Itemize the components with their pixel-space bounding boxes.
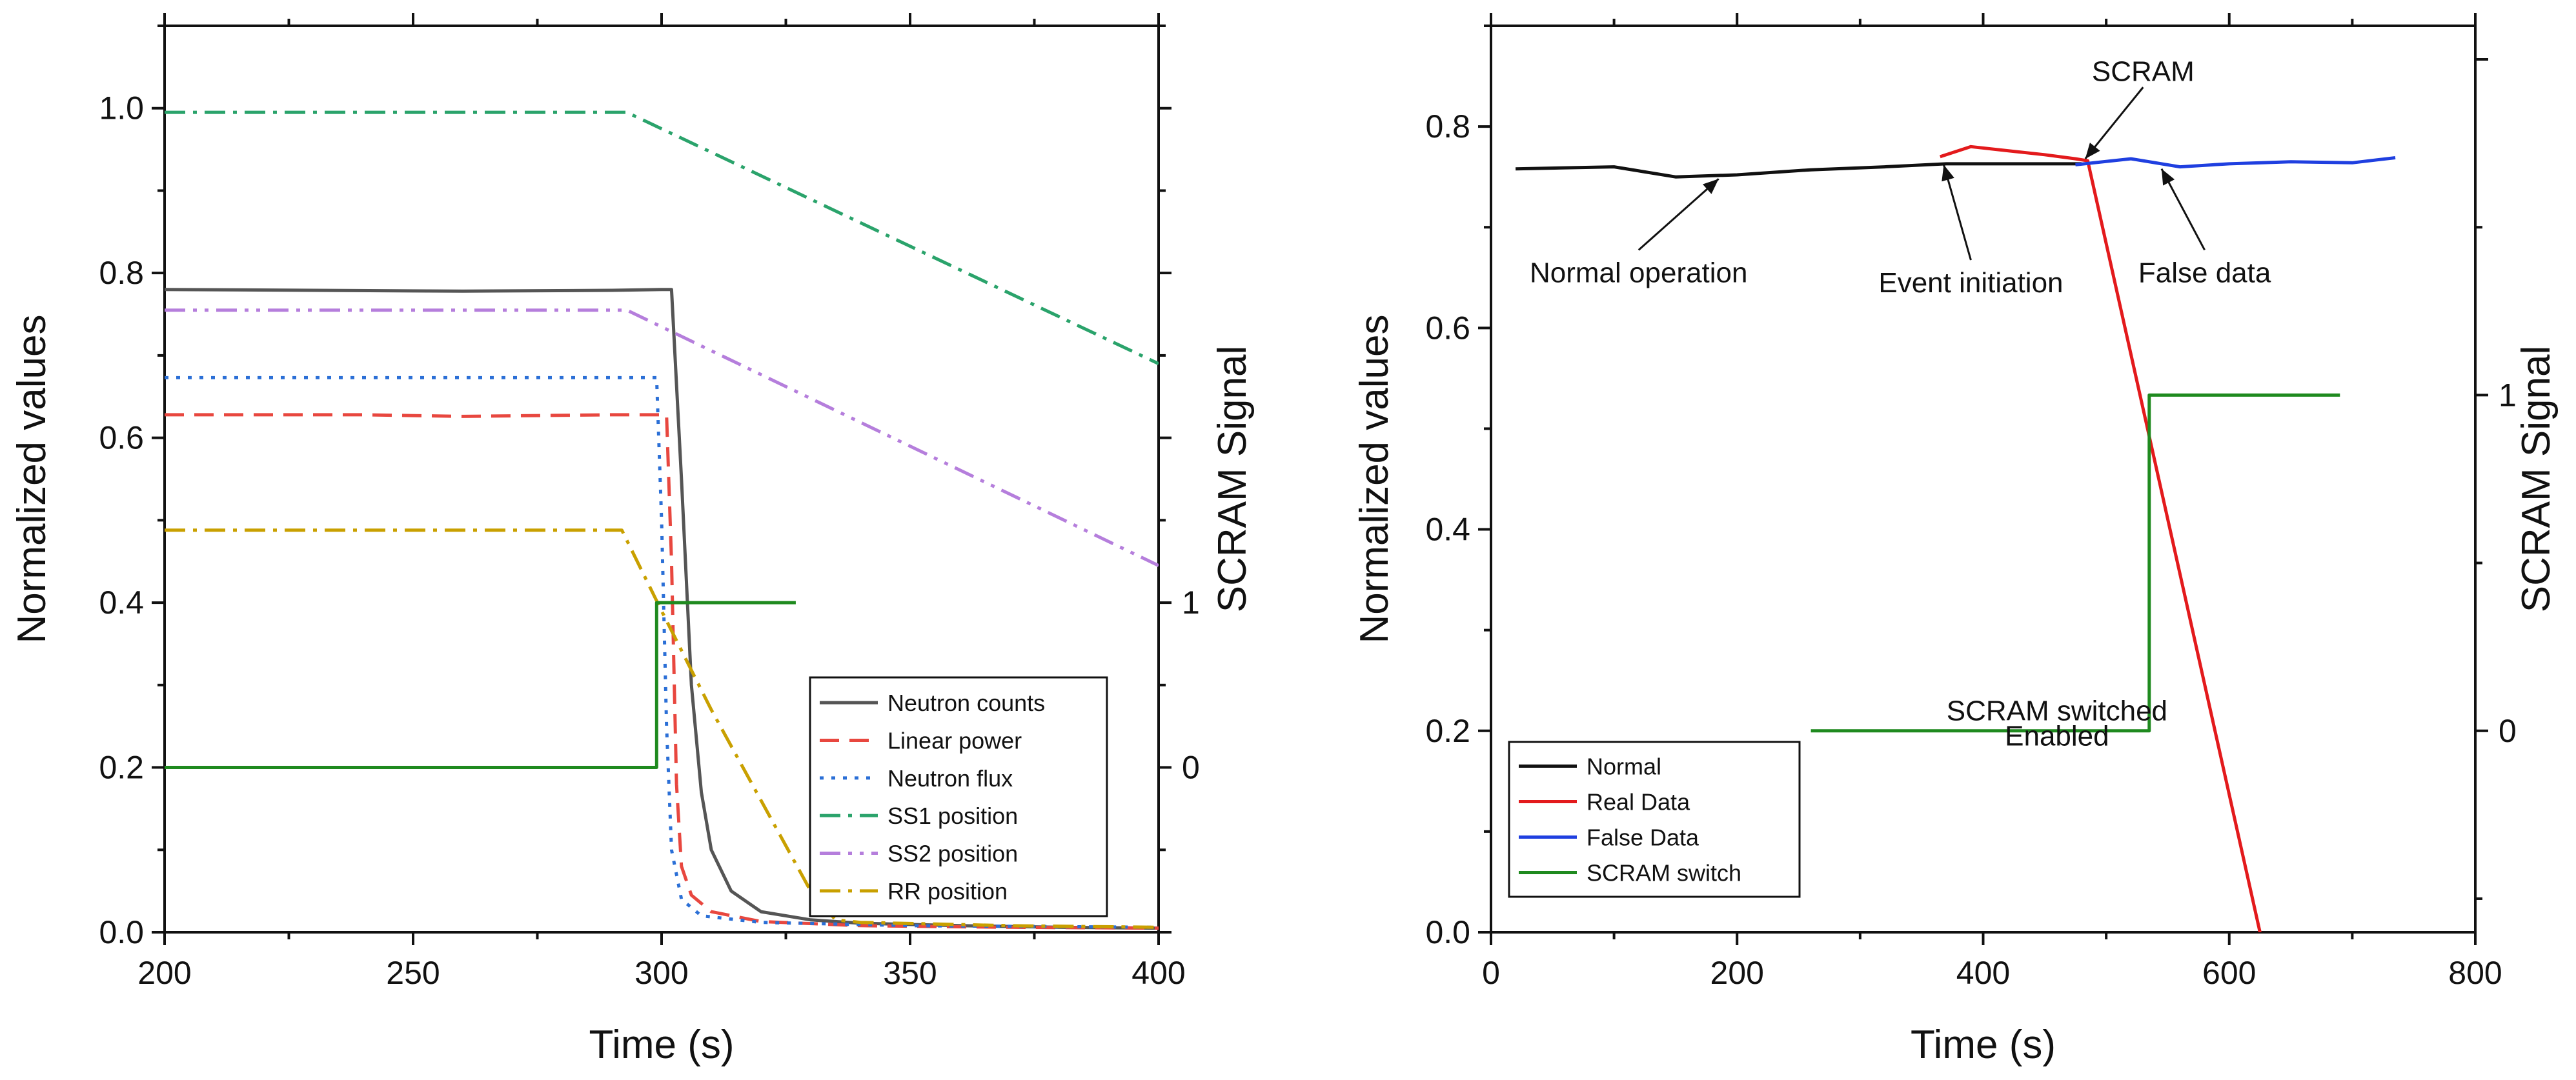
legend-label: RR position	[887, 878, 1008, 905]
legend-label: Linear power	[887, 728, 1022, 754]
legend-label: Neutron counts	[887, 690, 1045, 716]
y-tick-label: 0.2	[99, 750, 144, 786]
x-tick-label: 200	[137, 955, 191, 991]
annotation-text: SCRAM switched	[1947, 695, 2167, 727]
y2-axis-label: SCRAM Signal	[1210, 346, 1255, 612]
y2-tick-label: 0	[1182, 750, 1200, 786]
y2-tick-label: 1	[1182, 585, 1200, 621]
x-tick-label: 350	[883, 955, 937, 991]
legend-label: SCRAM switch	[1587, 860, 1741, 886]
series-line-scram-signal	[165, 601, 796, 769]
annotation-text: Event initiation	[1878, 267, 2063, 299]
annotation-arrow	[1638, 178, 1719, 251]
annotation-arrowhead	[1942, 165, 1954, 182]
annotation-arrowhead	[2161, 168, 2175, 186]
x-axis-label: Time (s)	[1911, 1023, 2056, 1067]
annotation-arrowhead	[1703, 179, 1719, 194]
y-tick-label: 0.8	[1425, 108, 1470, 145]
x-axis-label: Time (s)	[589, 1023, 735, 1067]
annotation-arrowhead	[2085, 143, 2100, 159]
series-line-normal	[1516, 162, 2082, 179]
series-line-neutron-flux	[165, 375, 1159, 929]
annotation-text: SCRAM	[2092, 55, 2195, 87]
y-axis-label: Normalized values	[10, 315, 54, 644]
x-tick-label: 800	[2448, 955, 2502, 991]
annotation-arrow	[1943, 165, 1972, 261]
y2-tick-label: 1	[2499, 377, 2517, 413]
series-group	[1516, 145, 2396, 932]
series-line-ss2-position	[165, 308, 1159, 567]
legend-label: SS1 position	[887, 803, 1018, 829]
y2-axis-label: SCRAM Signal	[2514, 346, 2559, 612]
x-tick-label: 400	[1956, 955, 2010, 991]
y2-tick-label: 0	[2499, 713, 2517, 749]
x-tick-label: 300	[634, 955, 688, 991]
y-tick-label: 0.0	[1425, 914, 1470, 950]
y-tick-label: 0.8	[99, 255, 144, 291]
legend-label: Neutron flux	[887, 765, 1013, 792]
series-line-ss1-position	[165, 110, 1159, 365]
legend-label: False Data	[1587, 825, 1699, 851]
series-line-linear-power	[165, 413, 1159, 930]
series-line-scram-switch	[1810, 393, 2340, 733]
annotation-text: False data	[2138, 257, 2271, 288]
x-tick-label: 400	[1131, 955, 1185, 991]
series-group	[165, 110, 1159, 930]
legend-label: SS2 position	[887, 841, 1018, 867]
annotation-text: Normal operation	[1530, 257, 1748, 288]
y-tick-label: 0.0	[99, 914, 144, 950]
y-tick-label: 0.2	[1425, 713, 1470, 749]
legend-box	[809, 676, 1108, 917]
y-tick-label: 0.4	[1425, 512, 1470, 548]
x-tick-label: 250	[386, 955, 440, 991]
y-tick-label: 0.6	[99, 420, 144, 456]
y-axis-label: Normalized values	[1352, 315, 1397, 644]
annotation-text: Enabled	[2005, 721, 2109, 752]
x-tick-label: 600	[2202, 955, 2256, 991]
legend-label: Real Data	[1587, 789, 1690, 815]
series-line-rr-position	[165, 528, 1159, 929]
y-tick-label: 0.4	[99, 585, 144, 621]
y-tick-label: 1.0	[99, 90, 144, 126]
y-tick-label: 0.6	[1425, 310, 1470, 346]
series-line-real-data	[1940, 145, 2262, 932]
series-line-false-data	[2075, 156, 2396, 169]
x-tick-label: 200	[1710, 955, 1764, 991]
legend-label: Normal	[1587, 754, 1661, 780]
chart-right: 0 200 400 600 800 0.0 0.2 0.4 0.6 0.8 0 1 Time (s) No…	[1352, 13, 2559, 1067]
chart-left: 200 250 300 350 400 0.0 0.2 0.4 0.6 0.8 1.0 0 1 Time …	[10, 13, 1255, 1067]
x-tick-label: 0	[1482, 955, 1500, 991]
